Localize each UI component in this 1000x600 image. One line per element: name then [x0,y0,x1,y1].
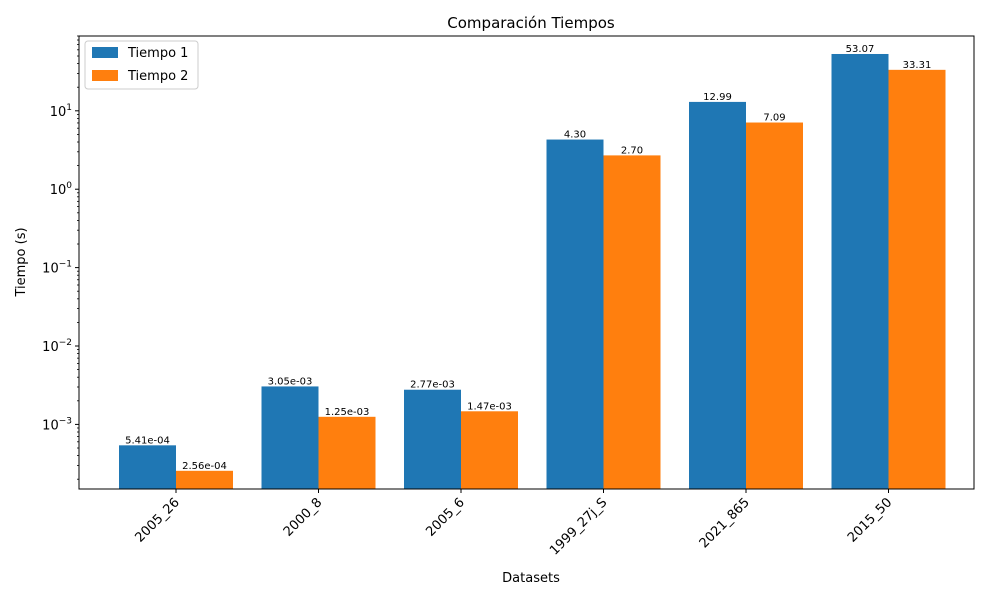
bar-tiempo-1-1999-27j-s [546,139,604,490]
legend: Tiempo 1 Tiempo 2 [84,40,199,90]
bars-group [119,53,946,490]
bar-tiempo-1-2005-26 [119,445,176,489]
bar-labels-group: 5.41e-04 2.56e-04 3.05e-03 1.25e-03 2.77e-03… [125,44,931,472]
y-tick-label: 10−3 [42,416,72,433]
bar-tiempo-1-2000-8 [261,386,319,489]
bar-value-label: 1.47e-03 [467,401,512,412]
bar-value-label: 1.25e-03 [325,407,370,418]
x-axis-label: Datasets [502,571,560,586]
x-tick-label: 2000_8 [281,495,325,539]
x-tick-label: 2021_865 [697,495,753,551]
legend-label-tiempo-1: Tiempo 1 [127,46,188,61]
x-tick-label: 2005_6 [423,495,467,539]
legend-label-tiempo-2: Tiempo 2 [127,69,188,84]
bar-value-label: 4.30 [564,130,586,141]
bar-tiempo-2-1999-27j-s [603,155,661,489]
y-tick-label: 10−1 [42,260,72,277]
x-axis-ticks: 2005_26 2000_8 2005_6 1999_27j_S 2021_865 201… [133,489,895,559]
chart-title: Comparación Tiempos [447,14,615,32]
bar-value-label: 12.99 [703,92,732,103]
legend-swatch-tiempo-1 [92,47,118,58]
y-tick-label: 101 [50,103,72,120]
x-tick-label: 2015_50 [845,495,895,545]
bar-tiempo-2-2005-6 [461,411,518,489]
bar-value-label: 33.31 [903,60,932,71]
bar-value-label: 53.07 [846,44,875,55]
bar-value-label: 7.09 [763,113,785,124]
bar-tiempo-2-2000-8 [318,416,376,489]
bar-tiempo-2-2015-50 [888,69,946,490]
plot-frame [78,35,975,490]
bar-tiempo-2-2021-865 [746,122,803,489]
y-tick-label: 100 [50,181,73,198]
bar-value-label: 2.77e-03 [410,380,455,391]
bar-value-label: 2.56e-04 [182,461,227,472]
y-axis-ticks: 10−3 10−2 10−1 100 101 [42,35,79,480]
bar-tiempo-1-2021-865 [689,101,746,489]
bar-tiempo-2-2005-26 [176,470,233,489]
bar-tiempo-1-2015-50 [831,53,889,490]
y-tick-label: 10−2 [42,338,72,355]
bar-tiempo-1-2005-6 [404,389,461,489]
x-tick-label: 1999_27j_S [547,495,610,558]
y-axis-label: Tiempo (s) [14,227,29,297]
legend-swatch-tiempo-2 [92,70,118,81]
bar-value-label: 2.70 [621,145,643,156]
x-tick-label: 2005_26 [133,495,183,545]
bar-value-label: 5.41e-04 [125,435,170,446]
bar-value-label: 3.05e-03 [268,376,313,387]
